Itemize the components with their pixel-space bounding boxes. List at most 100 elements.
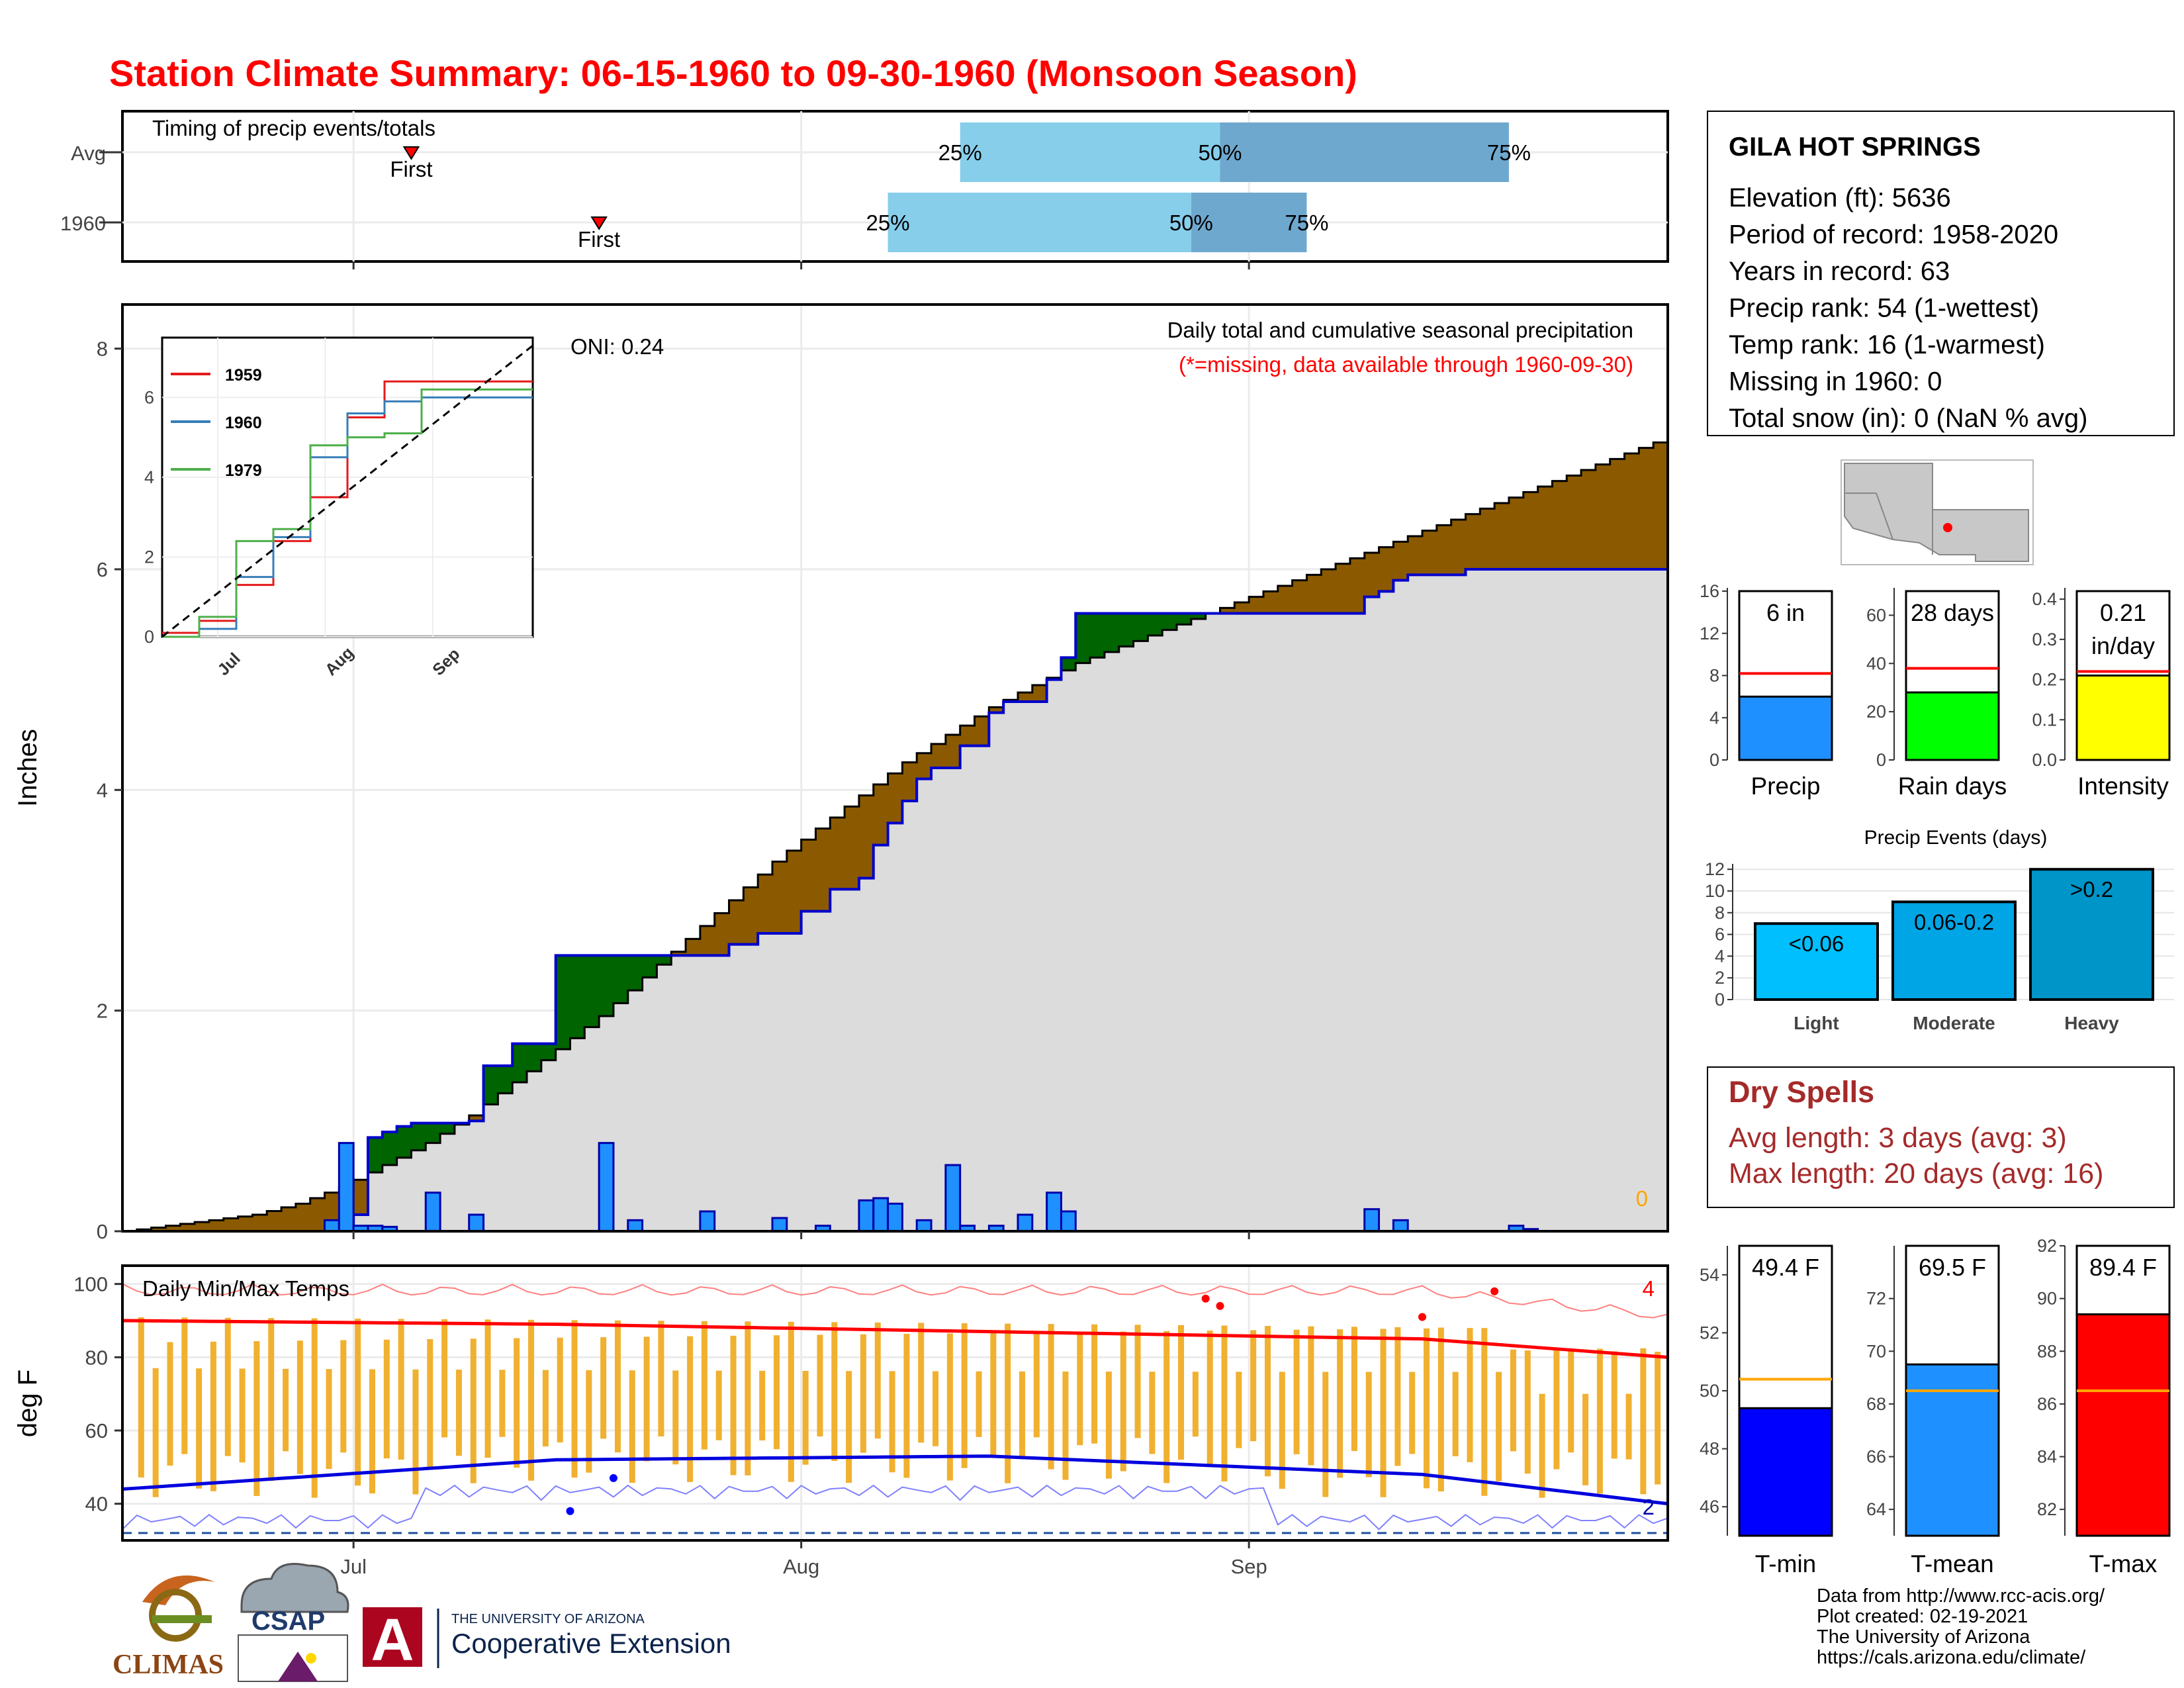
drier-than-avg-band [267, 1211, 282, 1231]
drier-than-avg-band [1480, 508, 1495, 569]
daily-precip-bar [1017, 1213, 1034, 1233]
drier-than-avg-band [931, 743, 946, 768]
temp-bar-y-tick: 48 [1700, 1439, 1719, 1459]
daily-temp-bar [571, 1320, 578, 1478]
station-info-line: Total snow (in): 0 (NaN % avg) [1729, 404, 2087, 433]
daily-temp-bar [1524, 1350, 1531, 1474]
cumulative-1960-fill [1118, 646, 1134, 1231]
wetter-than-avg-band [570, 955, 585, 1039]
cumulative-1960-fill [1653, 569, 1668, 1231]
record-high-marker [1418, 1313, 1427, 1321]
cumulative-1960-fill [1220, 613, 1235, 1231]
drier-than-avg-band [1494, 503, 1510, 569]
cumulative-1960-fill [657, 964, 672, 1231]
mini-y-tick: 0.0 [2032, 750, 2057, 770]
timing-q50-label: 50% [1198, 140, 1242, 165]
timing-row-1960-label: 1960 [60, 212, 106, 235]
inset-y-tick: 2 [144, 547, 154, 567]
mini-y-tick: 12 [1700, 624, 1719, 643]
daily-temp-bar [239, 1368, 246, 1463]
temp-bar-y-tick: 50 [1700, 1381, 1719, 1401]
inset-legend-label: 1979 [225, 461, 262, 480]
timing-bar-25-50 [960, 122, 1220, 182]
drier-than-avg-band [989, 707, 1004, 713]
drier-than-avg-band [960, 726, 976, 746]
wetter-than-avg-band [657, 955, 672, 965]
daily-temp-bar [427, 1339, 433, 1470]
daily-temp-bar [1077, 1332, 1083, 1446]
daily-temp-bar [557, 1337, 563, 1442]
temp-bar-y-tick: 92 [2037, 1236, 2057, 1256]
station-info-line: Years in record: 63 [1729, 257, 1950, 286]
daily-precip-bar [1060, 1210, 1077, 1233]
cumulative-1960-fill [931, 768, 946, 1231]
daily-temp-bar [1409, 1372, 1416, 1454]
daily-temp-bar [1120, 1331, 1126, 1472]
events-y-tick: 12 [1705, 859, 1725, 879]
wetter-than-avg-band [382, 1132, 398, 1165]
wetter-than-avg-band [483, 1066, 498, 1105]
footer-line: The University of Arizona [1817, 1626, 2030, 1648]
wetter-than-avg-band [613, 955, 629, 1004]
daily-temp-bar [1322, 1372, 1329, 1497]
temps-y-tick: 40 [85, 1493, 108, 1516]
wetter-than-avg-band [541, 1043, 557, 1060]
daily-temp-bar [745, 1321, 751, 1476]
cumulative-1960-fill [917, 778, 932, 1231]
daily-temp-bar [1568, 1350, 1574, 1453]
events-bar-label: Light [1794, 1013, 1839, 1033]
daily-temp-bar [355, 1319, 361, 1486]
drier-than-avg-band [815, 828, 831, 912]
daily-temp-bar [253, 1340, 260, 1496]
cumulative-1960-fill [1032, 702, 1048, 1231]
events-y-tick: 4 [1715, 946, 1725, 966]
wetter-than-avg-band [584, 955, 600, 1027]
temp-bar-y-tick: 54 [1700, 1265, 1719, 1285]
daily-temp-bar [1452, 1372, 1459, 1456]
drier-than-avg-band [1349, 558, 1365, 614]
drier-than-avg-band [281, 1207, 296, 1231]
cumulative-1960-fill [1379, 591, 1394, 1231]
daily-temp-bar [1510, 1349, 1516, 1452]
dry-spells-box: Dry Spells Avg length: 3 days (avg: 3) M… [1707, 1066, 2175, 1208]
events-bar-label: Moderate [1913, 1013, 1995, 1033]
mini-bar-label: Intensity [2077, 773, 2169, 800]
events-bar-moderate [1891, 900, 2017, 1002]
daily-temp-bar [946, 1333, 953, 1481]
daily-precip-bar [887, 1202, 903, 1233]
cumulative-avg-line [122, 437, 1669, 1233]
wetter-than-avg-band [396, 1126, 412, 1158]
events-y-tick: 8 [1715, 903, 1725, 923]
cumulative-1960-fill [1306, 613, 1322, 1231]
cumulative-1960-fill [1017, 702, 1033, 1231]
mini-y-tick: 16 [1700, 581, 1719, 601]
temps-y-tick: 60 [85, 1419, 108, 1442]
timing-q75-label: 75% [1487, 140, 1531, 165]
cumulative-1960-fill [1595, 569, 1611, 1231]
daily-temp-bar [1236, 1372, 1242, 1448]
daily-precip-bar [699, 1210, 716, 1233]
drier-than-avg-band [671, 951, 686, 956]
dry-spells-title: Dry Spells [1729, 1075, 1874, 1109]
wetter-than-avg-band [599, 955, 614, 1016]
daily-temp-bar [933, 1371, 939, 1446]
cumulative-1960-fill [1408, 575, 1423, 1231]
drier-than-avg-band [1234, 602, 1250, 614]
y-tick-label: 6 [97, 558, 108, 581]
daily-temp-bar [210, 1341, 216, 1491]
avg-max-temp-line [122, 1319, 1668, 1359]
cumulative-1960-fill [1422, 575, 1437, 1231]
cumulative-1960-fill [1393, 580, 1408, 1231]
daily-temp-bar [860, 1334, 866, 1453]
daily-temp-bar [1611, 1351, 1617, 1459]
cumulative-1960-fill [1075, 663, 1091, 1231]
events-bar-text: >0.2 [2070, 877, 2113, 902]
temp-bar-chart-t-mean: 64 66 68 70 72 69.5 F T-mean [1866, 1244, 2000, 1577]
ua-logo-letter: A [371, 1607, 414, 1673]
daily-temp-bar [629, 1370, 635, 1483]
daily-temp-bar [1250, 1330, 1257, 1442]
temp-bar-y-tick: 72 [1866, 1289, 1886, 1309]
wetter-than-avg-band [1133, 613, 1148, 641]
cumulative-1960-fill [974, 745, 989, 1231]
